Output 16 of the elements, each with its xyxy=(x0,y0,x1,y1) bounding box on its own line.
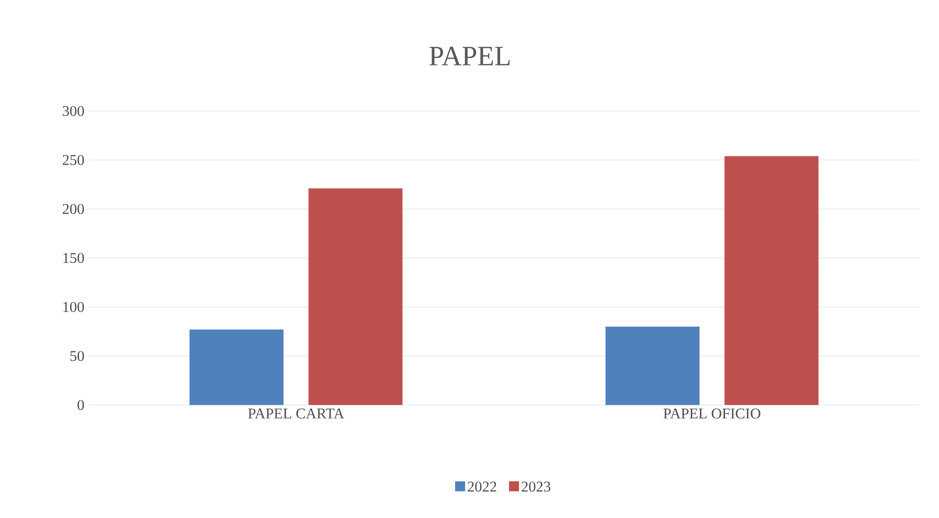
chart-title: PAPEL xyxy=(429,46,510,66)
legend-label: 2022 xyxy=(468,482,496,492)
bar xyxy=(190,330,284,405)
y-tick-label: 300 xyxy=(62,106,84,116)
x-tick-label: PAPEL OFICIO xyxy=(664,408,760,419)
y-tick-label: 150 xyxy=(63,252,84,264)
y-tick-label: 250 xyxy=(62,154,84,166)
bar xyxy=(308,188,403,405)
y-tick-label: 200 xyxy=(62,204,84,214)
y-tick-label: 50 xyxy=(70,350,84,362)
bar xyxy=(724,156,819,405)
legend-label: 2023 xyxy=(522,482,550,492)
y-tick-label: 100 xyxy=(63,302,84,312)
x-tick-label: PAPEL CARTA xyxy=(248,408,344,419)
y-tick-label: 0 xyxy=(78,400,84,410)
bar xyxy=(606,326,700,405)
